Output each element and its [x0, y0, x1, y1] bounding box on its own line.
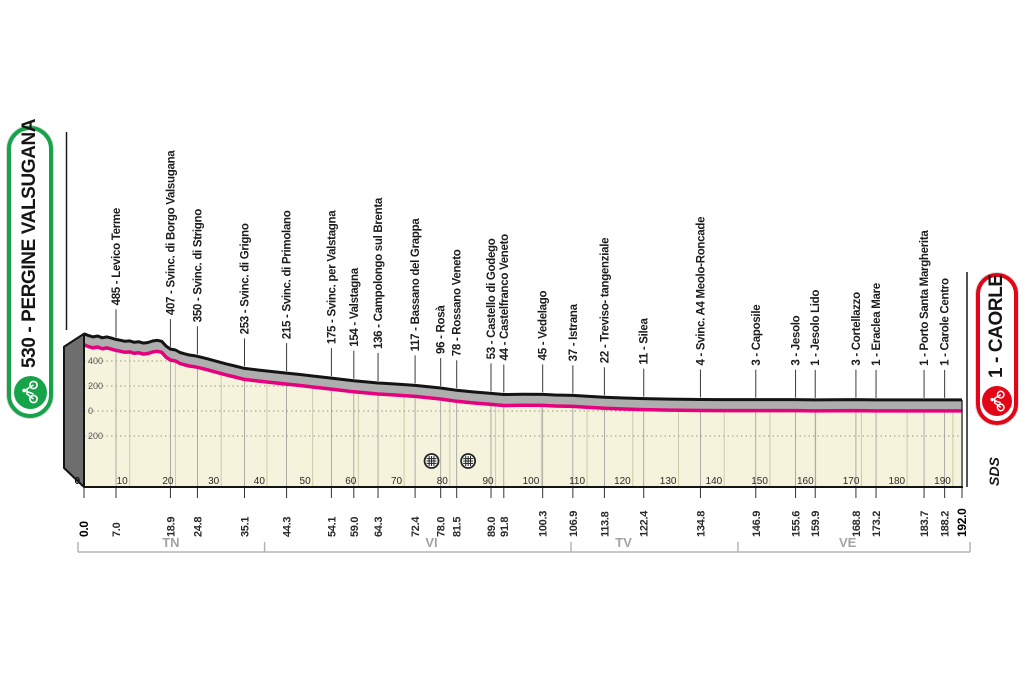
sds-logo: SDS: [986, 457, 1002, 486]
km-number: 50: [300, 476, 312, 487]
km-number: 130: [660, 476, 677, 487]
km-number: 30: [208, 476, 220, 487]
waypoint-label: 117 - Bassano del Grappa: [410, 218, 422, 352]
distance-label: 89.0: [486, 517, 498, 537]
distance-label: 173.2: [871, 511, 883, 537]
waypoint-label: 253 - Svinc. di Grigno: [240, 223, 252, 334]
km-number: 70: [391, 476, 403, 487]
province-label: TN: [162, 535, 179, 550]
distance-label: 72.4: [410, 516, 422, 537]
distance-label: 168.8: [851, 511, 863, 537]
waypoint-label: 1 - Carole Centro: [940, 278, 952, 366]
distance-label: 44.3: [282, 517, 294, 537]
distance-label: 159.9: [810, 511, 822, 537]
waypoint-label: 78 - Rossano Veneto: [452, 249, 464, 356]
waypoint-label: 350 - Svinc. di Strigno: [192, 209, 204, 323]
km-number: 100: [523, 476, 540, 487]
waypoint-label: 4 - Svinc. A4 Meolo-Roncade: [695, 217, 707, 366]
altitude-grid-label: 200: [88, 431, 103, 441]
waypoint-label: 3 - Caposile: [751, 305, 763, 366]
province-label: TV: [615, 535, 632, 550]
waypoint-label: 175 - Svinc. per Valstagna: [326, 210, 338, 344]
distance-label: 155.6: [791, 511, 803, 537]
province-label: VE: [839, 535, 857, 550]
km-number: 160: [797, 476, 814, 487]
waypoint-label: 3 - Cortellazzo: [851, 292, 863, 366]
waypoint-label: 3 - Jesolo: [791, 315, 803, 365]
distance-label: 100.3: [538, 511, 550, 537]
waypoint-label: 96 - Rosà: [436, 305, 448, 354]
km-number: 40: [254, 476, 266, 487]
distance-label: 113.8: [599, 511, 611, 537]
route-profile-line: [83, 343, 962, 413]
altitude-grid-label: 0: [88, 406, 93, 416]
km-number: 150: [751, 476, 768, 487]
altitude-grid-label: 200: [88, 381, 103, 391]
waypoint-label: 45 - Vedelago: [538, 290, 550, 360]
km-number: 190: [934, 476, 951, 487]
distance-label: 54.1: [326, 517, 338, 537]
km-number: 110: [569, 476, 585, 487]
feed-zone-icon: [460, 453, 477, 469]
distance-label: 78.0: [436, 517, 448, 537]
km-number: 20: [162, 476, 174, 487]
distance-label: 64.3: [373, 517, 385, 537]
feed-zone-icon: [423, 453, 440, 469]
left-3d-face: [63, 332, 85, 488]
finish-cyclist-icon: [982, 386, 1012, 416]
distance-label: 91.8: [499, 517, 511, 537]
waypoint-label: 136 - Campolongo sul Brenta: [373, 197, 385, 349]
distance-label: 106.9: [568, 511, 580, 537]
distance-label: 188.2: [940, 511, 952, 537]
distance-label: 134.8: [695, 511, 707, 537]
waypoint-label: 37 - Istrana: [568, 303, 580, 361]
terrain-area: [84, 344, 963, 487]
km-number: 10: [117, 476, 129, 487]
km-number: 60: [345, 476, 357, 487]
waypoint-label: 22 - Treviso- tangenziale: [599, 238, 611, 363]
waypoint-label: 53 - Castello di Godego: [486, 238, 498, 359]
distance-label: 183.7: [919, 511, 931, 537]
waypoint-label: 11 - Silea: [639, 317, 651, 364]
km-number: 90: [482, 476, 494, 487]
waypoint-label: 1 - Jesolo Lido: [810, 290, 822, 366]
distance-label: 35.1: [240, 517, 252, 537]
distance-label: 0.0: [77, 521, 91, 537]
distance-label: 192.0: [955, 508, 969, 537]
distance-label: 146.9: [751, 511, 763, 537]
waypoint-label: 1 - Porto Santa Margherita: [919, 230, 931, 366]
km-number: 120: [614, 476, 631, 487]
waypoint-label: 407 - Svinc. di Borgo Valsugana: [165, 150, 177, 315]
province-label: VI: [425, 535, 437, 550]
start-label: 530 - PERGINE VALSUGANA: [19, 118, 40, 368]
distance-label: 81.5: [452, 517, 464, 537]
km-number: 140: [706, 476, 723, 487]
km-zero-number: 0: [74, 476, 80, 487]
distance-label: 7.0: [111, 522, 123, 537]
km-number: 170: [843, 476, 860, 487]
start-badge: 530 - PERGINE VALSUGANA: [7, 119, 53, 418]
km-number: 180: [888, 476, 905, 487]
terrain-top-edge: [83, 332, 962, 402]
waypoint-label: 485 - Levico Terme: [111, 208, 123, 305]
finish-label: 1 - CAORLE: [986, 274, 1007, 378]
distance-label: 122.4: [639, 510, 651, 537]
distance-label: 59.0: [349, 517, 361, 537]
finish-badge: 1 - CAORLE: [976, 273, 1018, 425]
waypoint-label: 154 - Valstagna: [349, 267, 361, 347]
km-number: 80: [437, 476, 449, 487]
waypoint-label: 44 - Castelfranco Veneto: [499, 234, 511, 361]
waypoint-label: 1 - Eraclea Mare: [871, 283, 883, 366]
distance-label: 18.9: [165, 517, 177, 537]
waypoint-label: 215 - Svinc. di Primolano: [282, 210, 294, 339]
distance-label: 24.8: [192, 517, 204, 537]
altitude-grid-label: 400: [88, 356, 103, 366]
start-cyclist-icon: [13, 376, 47, 409]
